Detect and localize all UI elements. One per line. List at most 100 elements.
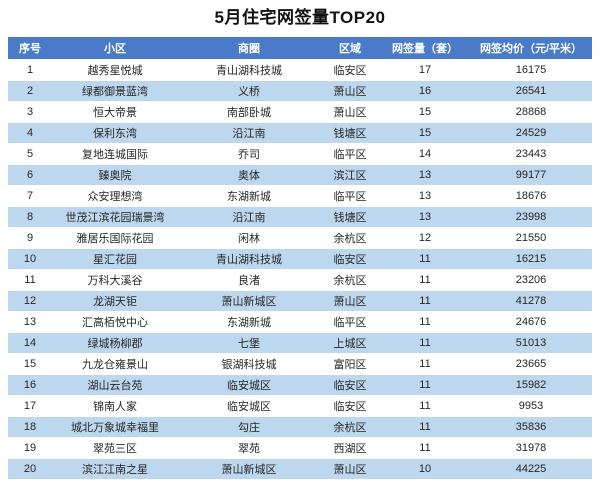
- cell-district: 勾庄: [178, 417, 320, 437]
- cell-rank: 5: [8, 144, 52, 164]
- cell-volume: 17: [380, 60, 470, 80]
- cell-community: 复地连城国际: [52, 144, 178, 164]
- table-row: 7 众安理想湾 东湖新城 临平区 13 18676: [8, 186, 592, 206]
- cell-volume: 11: [380, 375, 470, 395]
- cell-district: 青山湖科技城: [178, 249, 320, 269]
- cell-district: 沿江南: [178, 123, 320, 143]
- cell-volume: 10: [380, 459, 470, 479]
- cell-avg-price: 44225: [470, 459, 592, 479]
- cell-district: 翠苑: [178, 438, 320, 458]
- cell-rank: 11: [8, 270, 52, 290]
- cell-community: 翠苑三区: [52, 438, 178, 458]
- cell-avg-price: 23998: [470, 207, 592, 227]
- cell-avg-price: 28868: [470, 102, 592, 122]
- cell-community: 万科大溪谷: [52, 270, 178, 290]
- table-row: 19 翠苑三区 翠苑 西湖区 11 31978: [8, 438, 592, 458]
- cell-avg-price: 51013: [470, 333, 592, 353]
- cell-community: 城北万象城幸福里: [52, 417, 178, 437]
- cell-community: 龙湖天钜: [52, 291, 178, 311]
- cell-district: 闲林: [178, 228, 320, 248]
- cell-rank: 13: [8, 312, 52, 332]
- cell-volume: 15: [380, 102, 470, 122]
- cell-region: 临平区: [320, 186, 380, 206]
- cell-rank: 6: [8, 165, 52, 185]
- cell-district: 萧山新城区: [178, 459, 320, 479]
- cell-district: 良渚: [178, 270, 320, 290]
- cell-volume: 13: [380, 165, 470, 185]
- table-row: 18 城北万象城幸福里 勾庄 余杭区 11 35836: [8, 417, 592, 437]
- cell-district: 东湖新城: [178, 312, 320, 332]
- page-title: 5月住宅网签量TOP20: [214, 8, 386, 27]
- table-row: 3 恒大帝景 南部卧城 萧山区 15 28868: [8, 102, 592, 122]
- cell-rank: 14: [8, 333, 52, 353]
- cell-volume: 13: [380, 186, 470, 206]
- cell-district: 七堡: [178, 333, 320, 353]
- cell-avg-price: 31978: [470, 438, 592, 458]
- cell-community: 绿都御景蓝湾: [52, 81, 178, 101]
- cell-region: 钱塘区: [320, 123, 380, 143]
- cell-community: 世茂江滨花园瑞景湾: [52, 207, 178, 227]
- cell-community: 滨江江南之星: [52, 459, 178, 479]
- ranking-table: 序号 小区 商圈 区域 网签量（套） 网签均价（元/平米） 1 越秀星悦城 青山湖科技城 临安区…: [8, 36, 592, 480]
- cell-avg-price: 99177: [470, 165, 592, 185]
- cell-volume: 12: [380, 228, 470, 248]
- cell-rank: 12: [8, 291, 52, 311]
- cell-avg-price: 24676: [470, 312, 592, 332]
- cell-avg-price: 24529: [470, 123, 592, 143]
- cell-avg-price: 15982: [470, 375, 592, 395]
- cell-district: 奥体: [178, 165, 320, 185]
- table-body: 1 越秀星悦城 青山湖科技城 临安区 17 16175 2 绿都御景蓝湾 义桥 萧山区 16 2654…: [8, 60, 592, 479]
- cell-community: 保利东湾: [52, 123, 178, 143]
- cell-volume: 11: [380, 291, 470, 311]
- cell-region: 西湖区: [320, 438, 380, 458]
- cell-rank: 20: [8, 459, 52, 479]
- table-row: 5 复地连城国际 乔司 临平区 14 23443: [8, 144, 592, 164]
- cell-region: 滨江区: [320, 165, 380, 185]
- cell-region: 萧山区: [320, 459, 380, 479]
- cell-community: 越秀星悦城: [52, 60, 178, 80]
- cell-volume: 16: [380, 81, 470, 101]
- column-header-0: 序号: [8, 37, 52, 59]
- cell-region: 萧山区: [320, 102, 380, 122]
- column-header-5: 网签均价（元/平米）: [470, 37, 592, 59]
- cell-region: 临安区: [320, 60, 380, 80]
- cell-volume: 11: [380, 249, 470, 269]
- table-row: 4 保利东湾 沿江南 钱塘区 15 24529: [8, 123, 592, 143]
- table-header: 序号 小区 商圈 区域 网签量（套） 网签均价（元/平米）: [8, 37, 592, 59]
- cell-community: 汇高栢悦中心: [52, 312, 178, 332]
- cell-avg-price: 35836: [470, 417, 592, 437]
- cell-volume: 11: [380, 333, 470, 353]
- table-row: 20 滨江江南之星 萧山新城区 萧山区 10 44225: [8, 459, 592, 479]
- cell-community: 九龙仓雍景山: [52, 354, 178, 374]
- cell-volume: 14: [380, 144, 470, 164]
- cell-rank: 8: [8, 207, 52, 227]
- cell-region: 上城区: [320, 333, 380, 353]
- column-header-3: 区域: [320, 37, 380, 59]
- cell-volume: 11: [380, 396, 470, 416]
- cell-volume: 11: [380, 354, 470, 374]
- table-row: 16 湖山云台苑 临安城区 临安区 11 15982: [8, 375, 592, 395]
- cell-rank: 10: [8, 249, 52, 269]
- cell-region: 临安区: [320, 249, 380, 269]
- cell-district: 沿江南: [178, 207, 320, 227]
- cell-district: 青山湖科技城: [178, 60, 320, 80]
- cell-region: 临安区: [320, 375, 380, 395]
- cell-community: 湖山云台苑: [52, 375, 178, 395]
- cell-district: 临安城区: [178, 375, 320, 395]
- cell-avg-price: 23665: [470, 354, 592, 374]
- cell-volume: 11: [380, 312, 470, 332]
- table-row: 11 万科大溪谷 良渚 余杭区 11 23206: [8, 270, 592, 290]
- cell-community: 众安理想湾: [52, 186, 178, 206]
- table-row: 15 九龙仓雍景山 银湖科技城 富阳区 11 23665: [8, 354, 592, 374]
- column-header-2: 商圈: [178, 37, 320, 59]
- cell-volume: 11: [380, 438, 470, 458]
- cell-volume: 11: [380, 270, 470, 290]
- column-header-1: 小区: [52, 37, 178, 59]
- table-row: 1 越秀星悦城 青山湖科技城 临安区 17 16175: [8, 60, 592, 80]
- cell-district: 乔司: [178, 144, 320, 164]
- cell-district: 银湖科技城: [178, 354, 320, 374]
- cell-rank: 3: [8, 102, 52, 122]
- cell-avg-price: 23443: [470, 144, 592, 164]
- cell-rank: 7: [8, 186, 52, 206]
